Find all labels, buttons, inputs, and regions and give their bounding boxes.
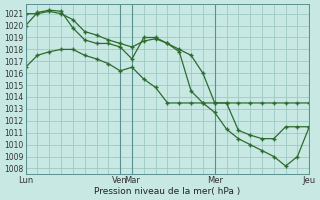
X-axis label: Pression niveau de la mer( hPa ): Pression niveau de la mer( hPa ) <box>94 187 241 196</box>
